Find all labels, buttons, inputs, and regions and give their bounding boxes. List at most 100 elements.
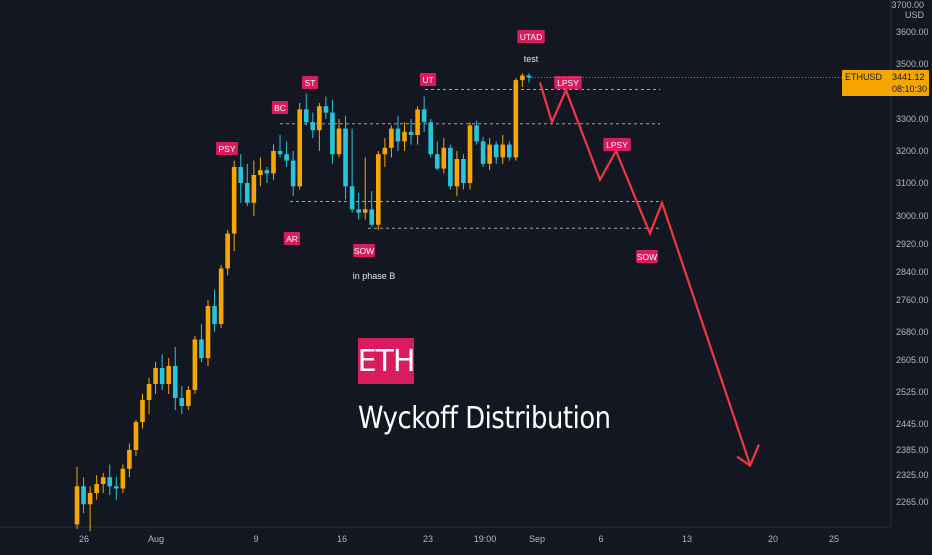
wyckoff-label: PSY xyxy=(218,144,235,154)
candle-body xyxy=(369,209,375,225)
candle-body xyxy=(480,141,486,164)
wyckoff-label-box xyxy=(636,250,658,263)
candle-body xyxy=(212,306,217,324)
x-tick-label: 13 xyxy=(682,534,692,544)
candle-body xyxy=(336,128,342,155)
wyckoff-label-box xyxy=(419,73,437,86)
y-tick-label: 2920.00 xyxy=(896,239,929,249)
candle-body xyxy=(87,493,93,505)
wyckoff-label: UTAD xyxy=(520,32,543,42)
scale-top-label: 3700.00 xyxy=(891,0,924,10)
candle-body xyxy=(264,170,270,174)
candle-body xyxy=(415,109,420,135)
y-tick-label: 2265.00 xyxy=(896,497,929,507)
x-tick-label: 19:00 xyxy=(474,534,497,544)
wyckoff-label-box xyxy=(301,76,319,89)
y-tick-label: 3600.00 xyxy=(896,27,929,37)
candle-body xyxy=(140,400,145,422)
candle-body xyxy=(382,147,388,155)
wyckoff-label: AR xyxy=(286,234,298,244)
candle-body xyxy=(120,468,126,489)
candle-body xyxy=(487,144,492,164)
projection-arrowhead xyxy=(736,444,761,468)
candle-body xyxy=(317,106,322,131)
candle-body xyxy=(441,147,447,169)
y-tick-label: 2325.00 xyxy=(896,470,929,480)
candle-body xyxy=(199,339,204,359)
candle-body xyxy=(520,75,525,81)
candle-body xyxy=(159,368,165,384)
x-tick-label: 16 xyxy=(337,534,347,544)
y-tick-label: 2385.00 xyxy=(896,445,929,455)
y-tick-label: 2840.00 xyxy=(896,267,929,277)
candle-body xyxy=(74,486,80,525)
candle-body xyxy=(258,170,263,175)
projection-path xyxy=(538,82,752,465)
chart-annotation-text: test xyxy=(524,54,539,64)
wyckoff-label-box xyxy=(283,232,301,245)
x-tick-label: Aug xyxy=(148,534,164,544)
y-tick-label: 2680.00 xyxy=(896,327,929,337)
candle-body xyxy=(395,128,401,142)
y-tick-label: 3200.00 xyxy=(896,146,929,156)
candle-body xyxy=(402,131,407,142)
x-tick-label: 26 xyxy=(79,534,89,544)
wyckoff-label: ST xyxy=(305,78,316,88)
candle-body xyxy=(153,368,158,384)
last-price-tag: ETHUSD 3441.12 08:10:30 xyxy=(841,70,929,96)
candle-body xyxy=(114,486,119,489)
candle-body xyxy=(448,147,453,187)
wyckoff-label: UT xyxy=(422,75,433,85)
candle-body xyxy=(277,151,283,155)
candle-body xyxy=(166,366,171,384)
candle-body xyxy=(454,159,460,187)
wyckoff-label-box xyxy=(271,101,289,114)
candle-body xyxy=(349,186,355,210)
candle-body xyxy=(100,477,106,484)
candle-body xyxy=(245,183,250,203)
candle-body xyxy=(310,122,316,131)
eth-badge: ETH xyxy=(358,338,415,384)
candle-body xyxy=(389,128,394,148)
wyckoff-label-box xyxy=(603,138,631,151)
candle-body xyxy=(376,154,381,225)
y-tick-label: 2605.00 xyxy=(896,355,929,365)
candle-body xyxy=(323,106,329,113)
y-tick-label: 3000.00 xyxy=(896,211,929,221)
x-tick-label: 20 xyxy=(768,534,778,544)
scale-currency: USD xyxy=(904,10,924,20)
candle-body xyxy=(461,159,466,183)
candle-body xyxy=(238,167,244,183)
candle-body xyxy=(192,339,198,390)
candle-body xyxy=(526,75,532,78)
chart-annotation-text: in phase B xyxy=(353,271,396,281)
candle-body xyxy=(290,160,296,187)
candle-body xyxy=(297,109,302,187)
candle-body xyxy=(205,306,211,359)
candle-body xyxy=(356,209,361,213)
candle-body xyxy=(225,233,230,269)
candle-body xyxy=(186,390,191,406)
candle-body xyxy=(218,268,224,324)
candle-body xyxy=(94,484,99,493)
candle-body xyxy=(271,151,276,174)
candle-body xyxy=(428,122,433,155)
candle-body xyxy=(133,422,139,450)
price-tag-symbol: ETHUSD xyxy=(844,72,882,82)
y-tick-label: 3500.00 xyxy=(896,59,929,69)
y-tick-label: 3300.00 xyxy=(896,114,929,124)
candle-body xyxy=(493,144,499,158)
wyckoff-label-box xyxy=(517,30,545,43)
candle-body xyxy=(284,154,289,161)
wyckoff-label: SOW xyxy=(354,246,374,256)
candle-body xyxy=(474,125,479,142)
candle-body xyxy=(251,175,257,203)
candle-body xyxy=(172,366,178,398)
candle-body xyxy=(343,128,348,187)
candle-body xyxy=(362,209,368,213)
y-tick-label: 2445.00 xyxy=(896,419,929,429)
wyckoff-label-box xyxy=(353,244,375,257)
price-scale-header: 3700.00 USD xyxy=(891,0,924,20)
